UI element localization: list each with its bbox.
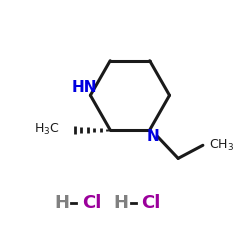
Text: Cl: Cl (141, 194, 161, 212)
Text: CH$_3$: CH$_3$ (208, 138, 234, 153)
Text: N: N (147, 128, 160, 144)
Text: HN: HN (72, 80, 97, 96)
Text: Cl: Cl (82, 194, 101, 212)
Text: H: H (114, 194, 129, 212)
Text: H$_3$C: H$_3$C (34, 122, 60, 138)
Text: H: H (54, 194, 70, 212)
